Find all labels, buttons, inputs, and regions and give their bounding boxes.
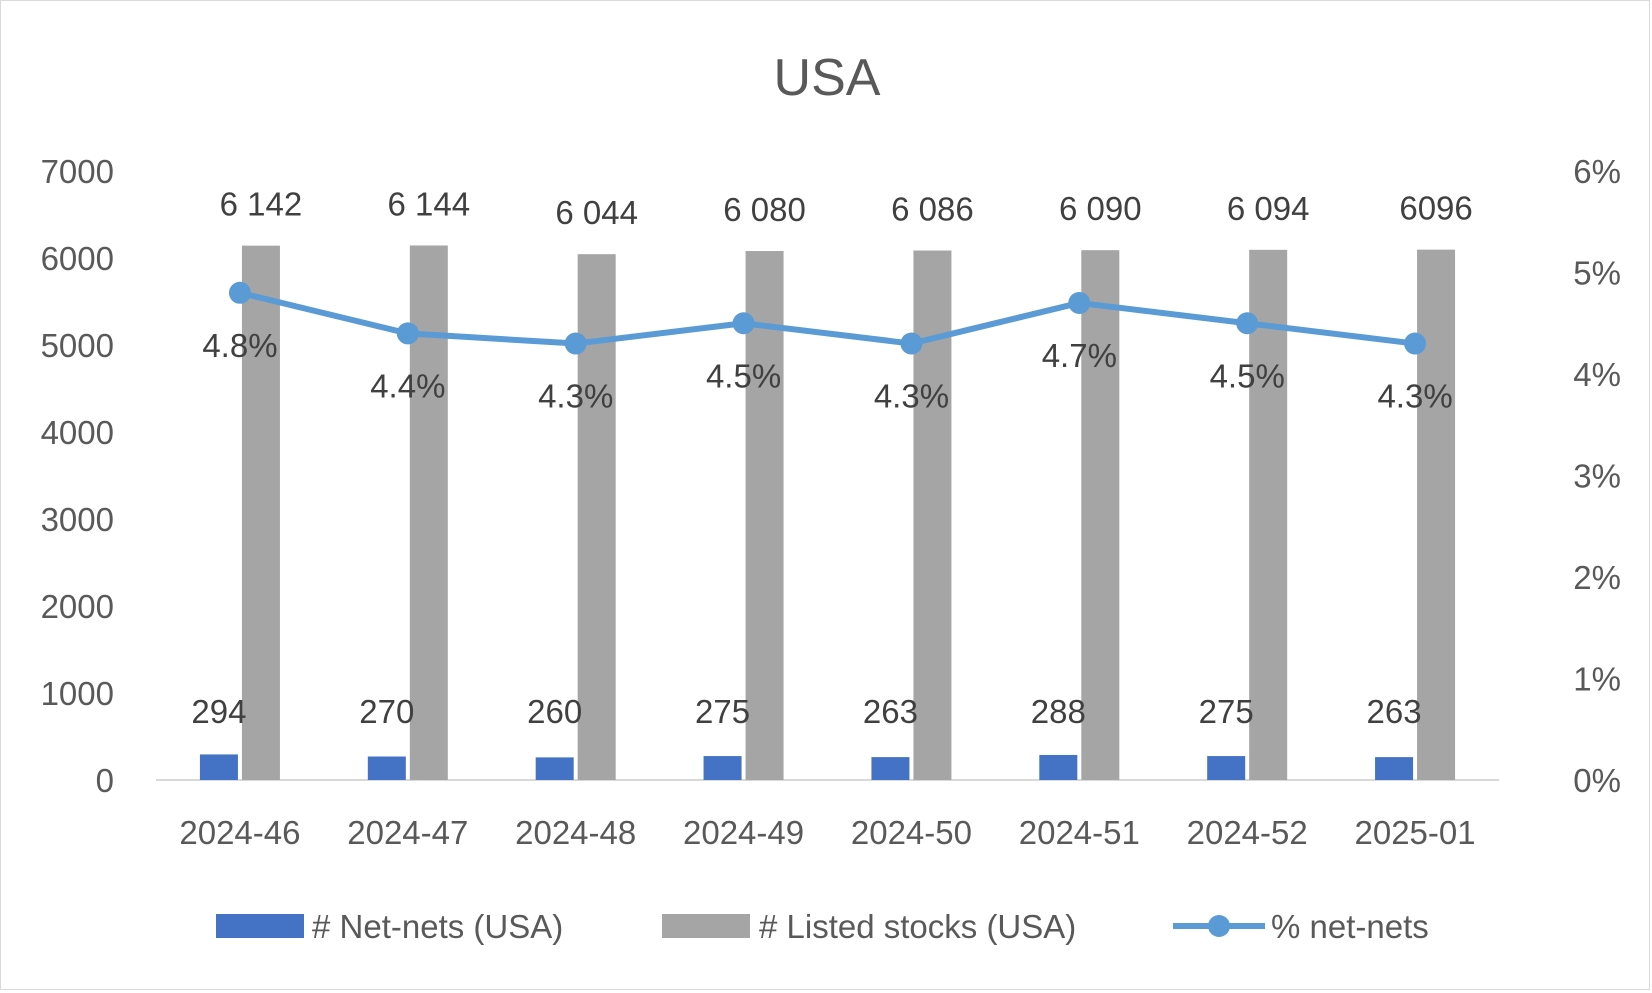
legend-swatch-net-nets bbox=[216, 914, 304, 938]
bar-listed-stocks bbox=[241, 245, 280, 780]
data-label-net-nets: 263 bbox=[863, 693, 918, 730]
data-label-net-nets: 275 bbox=[695, 693, 750, 730]
data-label-listed-stocks: 6 144 bbox=[388, 185, 471, 222]
x-axis-tick-label: 2024-46 bbox=[179, 814, 300, 851]
data-label-net-nets: 275 bbox=[1199, 693, 1254, 730]
x-axis-tick-label: 2025-01 bbox=[1355, 814, 1476, 851]
legend: # Net-nets (USA) # Listed stocks (USA) % n… bbox=[216, 908, 1429, 945]
right-axis-tick-label: 4% bbox=[1573, 356, 1621, 393]
data-label-net-nets: 263 bbox=[1367, 693, 1422, 730]
data-label-percent-net-nets: 4.3% bbox=[538, 378, 613, 415]
left-y-axis: 0 1000 2000 3000 4000 5000 6000 7000 bbox=[41, 153, 114, 799]
right-axis-tick-label: 1% bbox=[1573, 661, 1621, 698]
data-label-percent-net-nets: 4.3% bbox=[874, 378, 949, 415]
data-label-net-nets: 288 bbox=[1031, 693, 1086, 730]
data-label-percent-net-nets: 4.5% bbox=[706, 357, 781, 394]
left-axis-tick-label: 5000 bbox=[41, 327, 114, 364]
data-label-net-nets: 294 bbox=[191, 693, 246, 730]
data-label-listed-stocks: 6 142 bbox=[220, 186, 303, 223]
left-axis-tick-label: 7000 bbox=[41, 153, 114, 190]
left-axis-tick-label: 6000 bbox=[41, 240, 114, 277]
point-percent-net-nets bbox=[564, 332, 587, 355]
bar-net-nets bbox=[1207, 756, 1246, 780]
bar-net-nets bbox=[535, 757, 574, 780]
x-axis-tick-label: 2024-51 bbox=[1019, 814, 1140, 851]
x-axis-tick-label: 2024-50 bbox=[851, 814, 972, 851]
data-label-listed-stocks: 6 090 bbox=[1059, 190, 1142, 227]
point-percent-net-nets bbox=[732, 312, 755, 335]
right-axis-tick-label: 3% bbox=[1573, 458, 1621, 495]
right-y-axis: 0% 1% 2% 3% 4% 5% 6% bbox=[1573, 153, 1621, 799]
legend-label-listed-stocks: # Listed stocks (USA) bbox=[759, 908, 1076, 945]
x-axis-tick-label: 2024-47 bbox=[347, 814, 468, 851]
point-percent-net-nets bbox=[396, 322, 419, 345]
x-axis: 2024-46 2024-47 2024-48 2024-49 2024-50 2024-… bbox=[156, 779, 1499, 851]
data-label-listed-stocks: 6 044 bbox=[555, 194, 638, 231]
left-axis-tick-label: 2000 bbox=[41, 588, 114, 625]
right-axis-tick-label: 2% bbox=[1573, 559, 1621, 596]
bar-listed-stocks bbox=[1417, 249, 1456, 780]
bar-net-nets bbox=[871, 757, 910, 780]
data-label-listed-stocks: 6 080 bbox=[723, 191, 806, 228]
line-percent-net-nets bbox=[239, 289, 1416, 347]
bar-net-nets bbox=[1039, 754, 1078, 780]
x-axis-tick-label: 2024-48 bbox=[515, 814, 636, 851]
right-axis-tick-label: 6% bbox=[1573, 153, 1621, 190]
data-labels-group: 294 6 142 270 6 144 260 6 044 275 6 080 263 6 086… bbox=[191, 185, 1472, 730]
data-label-percent-net-nets: 4.8% bbox=[202, 327, 277, 364]
data-label-listed-stocks: 6096 bbox=[1399, 190, 1472, 227]
left-axis-tick-label: 3000 bbox=[41, 501, 114, 538]
data-label-listed-stocks: 6 094 bbox=[1227, 190, 1310, 227]
data-label-percent-net-nets: 4.5% bbox=[1210, 357, 1285, 394]
data-label-percent-net-nets: 4.7% bbox=[1042, 337, 1117, 374]
bar-net-nets bbox=[703, 756, 742, 780]
bar-listed-stocks bbox=[1249, 249, 1288, 780]
point-percent-net-nets bbox=[228, 281, 251, 304]
left-axis-tick-label: 4000 bbox=[41, 414, 114, 451]
left-axis-tick-label: 1000 bbox=[41, 675, 114, 712]
chart-title: USA bbox=[774, 49, 881, 107]
bar-listed-stocks bbox=[1081, 250, 1120, 781]
bar-listed-stocks bbox=[745, 251, 784, 781]
right-axis-tick-label: 5% bbox=[1573, 255, 1621, 292]
point-percent-net-nets bbox=[1068, 291, 1091, 314]
bar-net-nets bbox=[367, 756, 406, 780]
left-axis-tick-label: 0 bbox=[96, 762, 114, 799]
x-axis-tick-label: 2024-49 bbox=[683, 814, 804, 851]
bar-net-nets bbox=[199, 754, 238, 780]
data-label-percent-net-nets: 4.3% bbox=[1377, 378, 1452, 415]
bar-listed-stocks bbox=[913, 250, 952, 780]
bar-listed-stocks bbox=[577, 254, 616, 780]
point-percent-net-nets bbox=[1404, 332, 1427, 355]
point-percent-net-nets bbox=[1236, 312, 1259, 335]
legend-swatch-listed-stocks bbox=[662, 914, 750, 938]
x-axis-tick-label: 2024-52 bbox=[1187, 814, 1308, 851]
legend-label-net-nets: # Net-nets (USA) bbox=[312, 908, 563, 945]
data-label-listed-stocks: 6 086 bbox=[891, 191, 974, 228]
right-axis-tick-label: 0% bbox=[1573, 762, 1621, 799]
line-series-group bbox=[228, 281, 1427, 355]
data-label-percent-net-nets: 4.4% bbox=[370, 367, 445, 404]
data-label-net-nets: 260 bbox=[527, 693, 582, 730]
legend-label-percent-net-nets: % net-nets bbox=[1271, 908, 1429, 945]
point-percent-net-nets bbox=[900, 332, 923, 355]
bar-net-nets bbox=[1375, 757, 1414, 780]
legend-swatch-percent-marker bbox=[1208, 915, 1230, 937]
data-label-net-nets: 270 bbox=[359, 693, 414, 730]
